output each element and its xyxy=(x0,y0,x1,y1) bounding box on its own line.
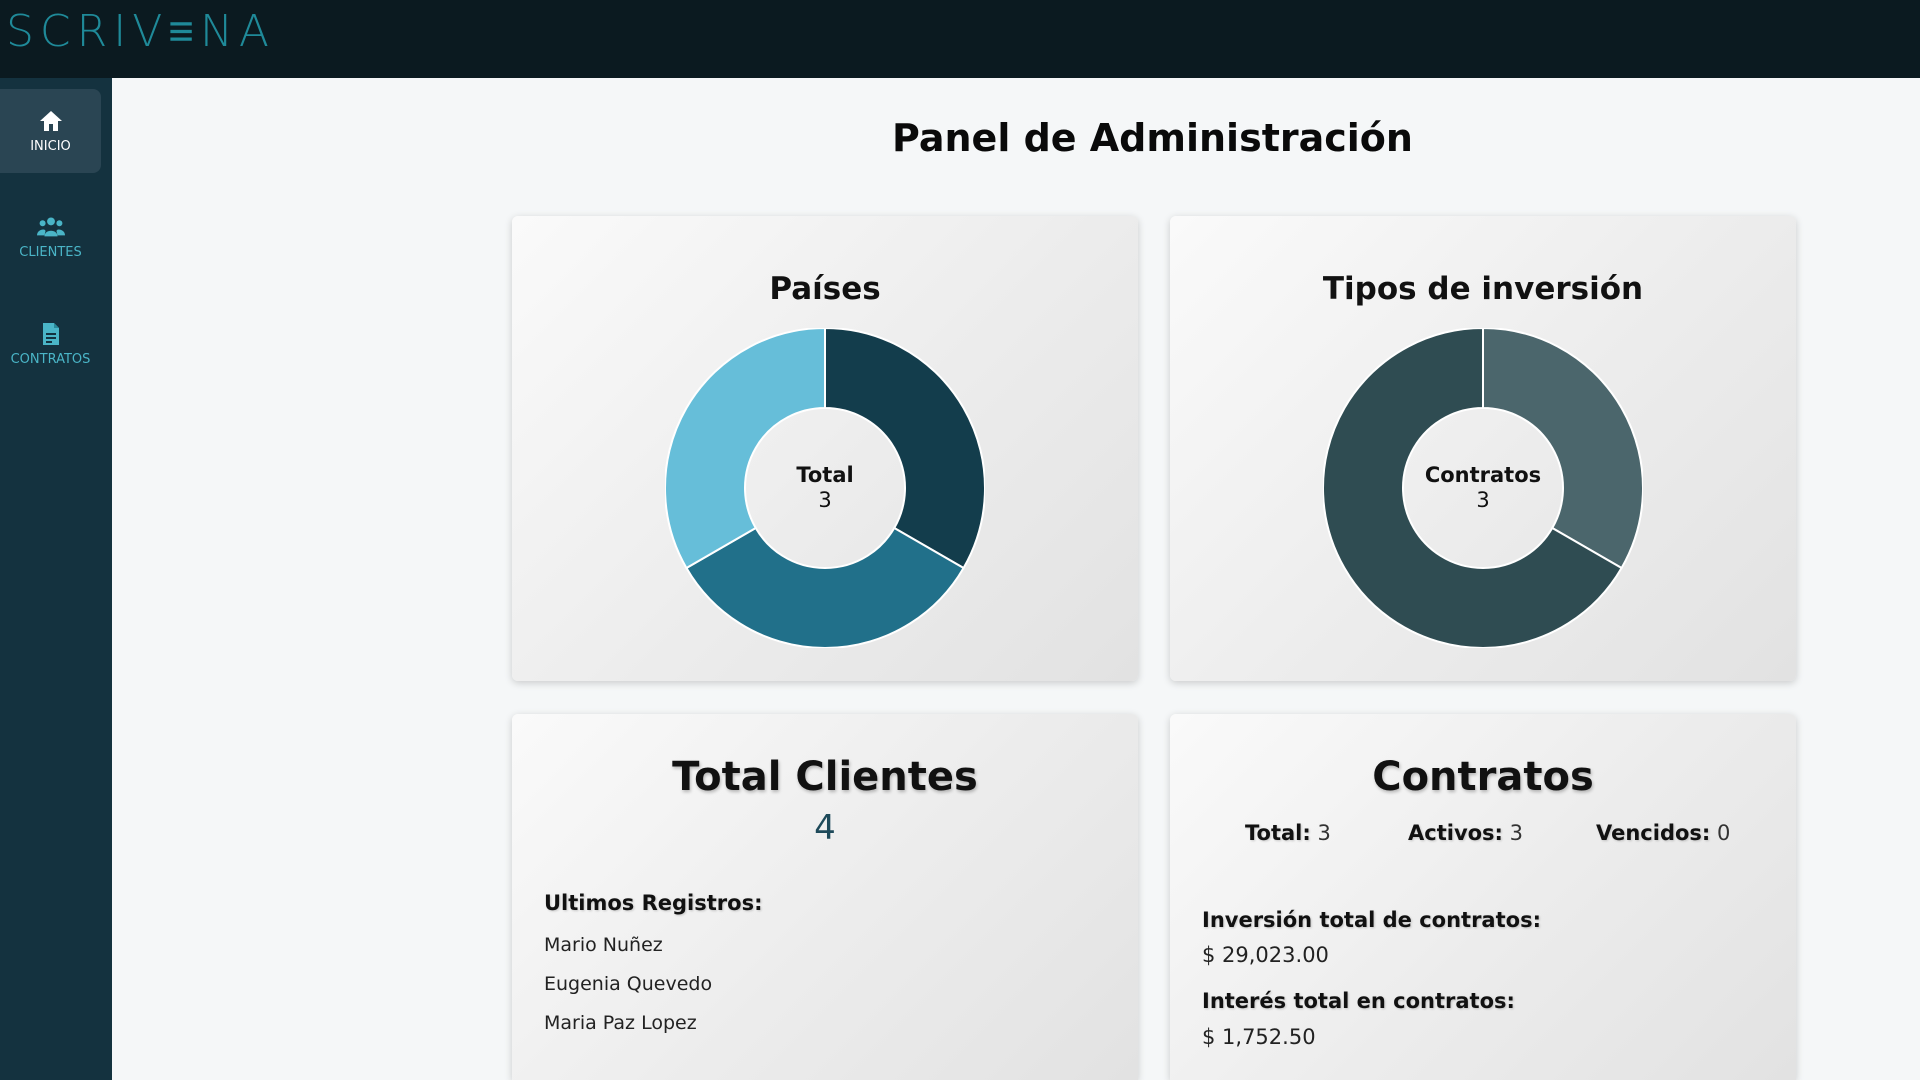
contratos-total-stat: Total: 3 xyxy=(1245,821,1331,845)
clientes-card: Total Clientes 4 Ultimos Registros: Mari… xyxy=(512,714,1138,1080)
app-logo[interactable]: SCRIV≡NA xyxy=(6,6,275,57)
recent-heading: Ultimos Registros: xyxy=(544,891,763,915)
paises-title: Países xyxy=(769,271,881,307)
paises-donut-chart xyxy=(665,328,985,648)
list-item[interactable]: Eugenia Quevedo xyxy=(544,973,713,995)
inversion-label: Inversión total de contratos: xyxy=(1202,908,1541,932)
contratos-total-label: Total: xyxy=(1245,821,1311,845)
sidebar-item-label: INICIO xyxy=(30,139,71,154)
tipos-slice-0[interactable] xyxy=(1482,328,1643,570)
clientes-title: Total Clientes xyxy=(672,754,978,800)
tipos-center-title: Contratos xyxy=(1424,463,1542,487)
tipos-donut-chart xyxy=(1323,328,1643,648)
users-icon xyxy=(36,214,65,240)
list-item[interactable]: Mario Nuñez xyxy=(544,934,663,956)
tipos-center-value: 3 xyxy=(1476,488,1490,512)
tipos-card: Tipos de inversión Contratos 3 xyxy=(1170,216,1796,681)
interes-value: $ 1,752.50 xyxy=(1202,1025,1316,1049)
contratos-vencidos-stat: Vencidos: 0 xyxy=(1596,821,1730,845)
contratos-activos-stat: Activos: 3 xyxy=(1408,821,1523,845)
contratos-card: Contratos Total: 3 Activos: 3 Vencidos: … xyxy=(1170,714,1796,1080)
sidebar-item-label: CONTRATOS xyxy=(10,352,91,367)
paises-card: Países Total 3 xyxy=(512,216,1138,681)
home-icon xyxy=(37,108,65,134)
page-title: Panel de Administración xyxy=(892,116,1413,160)
tipos-slice-1[interactable] xyxy=(1323,328,1623,648)
paises-center-label: Total 3 xyxy=(745,463,905,513)
sidebar-item-clientes[interactable]: CLIENTES xyxy=(0,195,101,279)
list-item[interactable]: Maria Paz Lopez xyxy=(544,1012,697,1034)
top-bar: SCRIV≡NA xyxy=(0,0,1920,78)
tipos-title: Tipos de inversión xyxy=(1322,271,1644,307)
contratos-title: Contratos xyxy=(1372,754,1594,800)
sidebar-item-inicio[interactable]: INICIO xyxy=(0,89,101,173)
paises-center-title: Total xyxy=(796,463,854,487)
paises-slice-0[interactable] xyxy=(824,328,985,570)
contratos-total-value: 3 xyxy=(1317,821,1331,845)
sidebar: INICIO CLIENTES CONTRATOS xyxy=(0,78,112,1080)
sidebar-item-contratos[interactable]: CONTRATOS xyxy=(0,302,101,386)
contratos-activos-value: 3 xyxy=(1509,821,1524,845)
sidebar-item-label: CLIENTES xyxy=(19,245,82,260)
document-icon xyxy=(37,321,65,347)
tipos-center-label: Contratos 3 xyxy=(1403,463,1563,513)
contratos-vencidos-label: Vencidos: xyxy=(1596,821,1711,845)
paises-center-value: 3 xyxy=(818,488,832,512)
inversion-value: $ 29,023.00 xyxy=(1202,943,1329,967)
paises-slice-1[interactable] xyxy=(685,526,965,648)
contratos-activos-label: Activos: xyxy=(1408,821,1503,845)
contratos-vencidos-value: 0 xyxy=(1717,821,1731,845)
paises-slice-2[interactable] xyxy=(665,328,826,570)
interes-label: Interés total en contratos: xyxy=(1202,989,1515,1013)
clientes-total: 4 xyxy=(814,808,836,848)
